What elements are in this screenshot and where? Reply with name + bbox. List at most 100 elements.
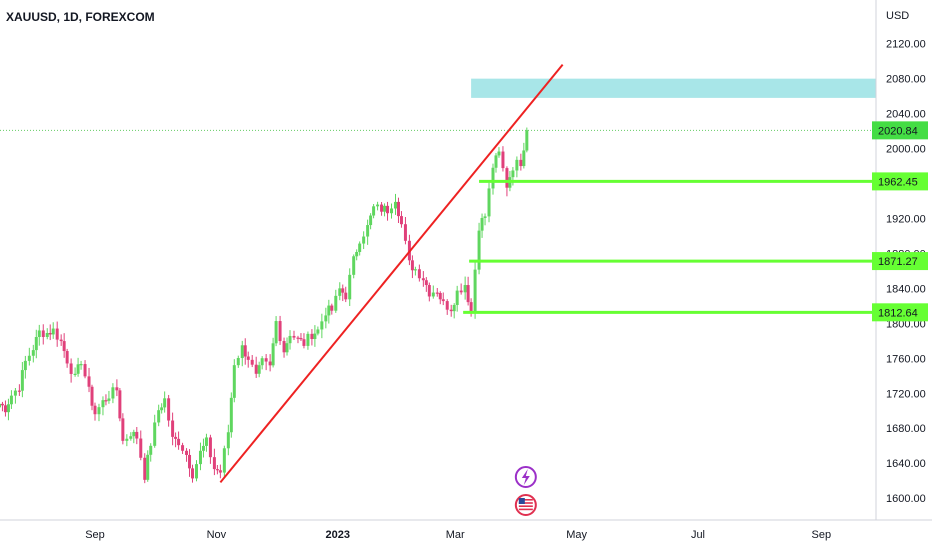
candle[interactable] [157,404,161,427]
candle[interactable] [129,432,133,441]
candle[interactable] [327,299,331,324]
candle[interactable] [469,298,473,317]
candle[interactable] [132,429,136,444]
candle[interactable] [101,396,105,416]
candle[interactable] [324,307,328,329]
candle[interactable] [97,403,101,422]
candle[interactable] [135,426,139,445]
candle[interactable] [139,430,143,461]
candle[interactable] [115,379,119,397]
candle[interactable] [93,402,97,421]
candle[interactable] [299,333,303,342]
us-flag-icon[interactable] [514,494,537,516]
candle[interactable] [431,285,435,299]
candle[interactable] [27,347,31,366]
candle[interactable] [79,360,83,370]
candle[interactable] [215,465,219,475]
candle[interactable] [160,403,164,414]
candle[interactable] [83,360,87,379]
candle[interactable] [246,351,250,368]
candle[interactable] [17,384,21,396]
candle[interactable] [494,153,498,173]
candle[interactable] [483,213,487,226]
resistance-zone[interactable] [471,78,876,98]
candle[interactable] [278,315,282,345]
candle[interactable] [396,197,400,224]
candle[interactable] [455,285,459,312]
candle[interactable] [254,356,258,378]
candle[interactable] [257,361,261,378]
candle[interactable] [390,203,394,219]
price-axis[interactable]: 1600.00 1640.00 1680.00 1720.00 1760.00 1800.… [886,39,926,505]
candle[interactable] [6,398,10,421]
candle[interactable] [463,276,467,300]
candle[interactable] [271,337,275,368]
candle[interactable] [369,213,373,230]
candle[interactable] [0,401,4,412]
candle[interactable] [185,448,189,462]
candle[interactable] [380,202,384,216]
candle[interactable] [330,303,334,315]
candle[interactable] [302,333,306,349]
candle[interactable] [282,337,286,358]
candle[interactable] [320,313,324,339]
candle[interactable] [76,357,80,377]
candle[interactable] [218,464,222,479]
candle[interactable] [163,391,167,413]
candle[interactable] [386,201,390,221]
candle[interactable] [243,338,247,365]
candle[interactable] [45,328,49,340]
candle[interactable] [167,394,171,427]
candle[interactable] [438,291,442,305]
candle[interactable] [62,333,66,358]
candle[interactable] [310,329,314,346]
candle[interactable] [107,390,111,404]
candle[interactable] [23,355,27,379]
candle[interactable] [403,217,407,245]
candle[interactable] [355,249,359,261]
candle[interactable] [274,316,278,347]
time-axis[interactable]: Sep Nov 2023 Mar May Jul Sep [85,529,831,541]
candle[interactable] [497,147,501,158]
candle[interactable] [31,344,35,363]
candle[interactable] [181,442,185,455]
candle[interactable] [341,284,345,302]
candle[interactable] [501,146,505,172]
candle[interactable] [487,182,491,223]
candle[interactable] [69,358,73,383]
candle[interactable] [0,401,1,411]
candle[interactable] [344,286,348,303]
candle[interactable] [236,355,240,368]
candle[interactable] [264,354,268,371]
candle[interactable] [473,261,477,319]
candle[interactable] [376,201,380,211]
candle[interactable] [288,330,292,350]
candle[interactable] [413,266,417,276]
candle[interactable] [358,241,362,256]
candle[interactable] [204,433,208,452]
candle[interactable] [240,340,244,367]
candle[interactable] [188,449,192,477]
candle[interactable] [338,282,342,301]
candle[interactable] [55,321,59,347]
candle[interactable] [306,331,310,350]
candle[interactable] [65,348,69,368]
candle[interactable] [90,384,94,411]
candle[interactable] [399,211,403,228]
candle[interactable] [174,432,178,448]
candle[interactable] [177,431,181,450]
candle[interactable] [208,434,212,464]
candle[interactable] [449,304,453,317]
candle[interactable] [313,325,317,347]
candle[interactable] [198,442,202,471]
candle[interactable] [410,255,414,279]
candle[interactable] [316,326,320,336]
candle[interactable] [3,400,7,417]
candle[interactable] [480,213,484,238]
candle[interactable] [522,142,526,169]
candle[interactable] [9,390,13,409]
candle[interactable] [427,282,431,302]
candle[interactable] [20,361,24,398]
candle[interactable] [445,299,449,315]
candle[interactable] [226,424,230,456]
